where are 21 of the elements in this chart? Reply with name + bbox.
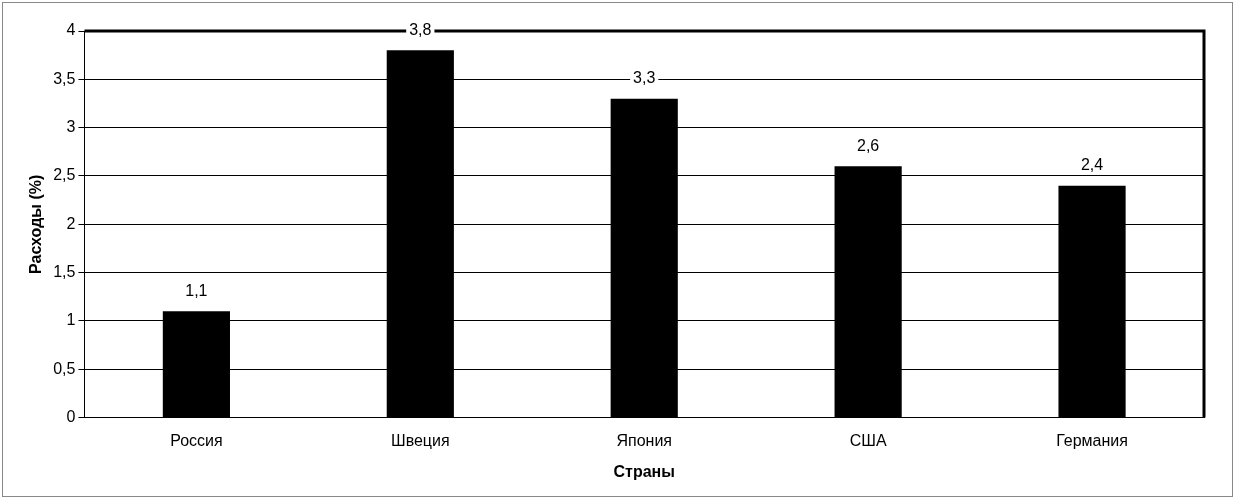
- y-tick-label: 4: [66, 21, 76, 39]
- x-axis-title: Страны: [613, 462, 675, 480]
- y-tick-label: 1,5: [53, 263, 76, 281]
- y-tick-label: 3,5: [53, 69, 76, 87]
- data-label: 2,4: [1080, 156, 1104, 174]
- x-tick-label: Германия: [1056, 431, 1128, 449]
- x-tick-label: США: [849, 431, 887, 449]
- data-label: 3,3: [633, 69, 656, 87]
- y-tick-label: 0,5: [53, 359, 76, 377]
- data-label: 2,6: [857, 136, 880, 154]
- x-tick-label: Швеция: [390, 431, 450, 449]
- y-tick-label: 0: [66, 408, 76, 426]
- x-tick-label: Япония: [616, 431, 672, 449]
- data-label: 3,8: [409, 20, 432, 38]
- y-tick-label: 2,5: [53, 166, 76, 184]
- y-axis-title: Расходы (%): [27, 174, 45, 274]
- x-tick-label: Россия: [170, 431, 223, 449]
- data-label: 1,1: [185, 281, 208, 299]
- y-tick-label: 3: [66, 118, 76, 136]
- y-tick-label: 1: [66, 311, 76, 329]
- y-tick-label: 2: [66, 214, 76, 232]
